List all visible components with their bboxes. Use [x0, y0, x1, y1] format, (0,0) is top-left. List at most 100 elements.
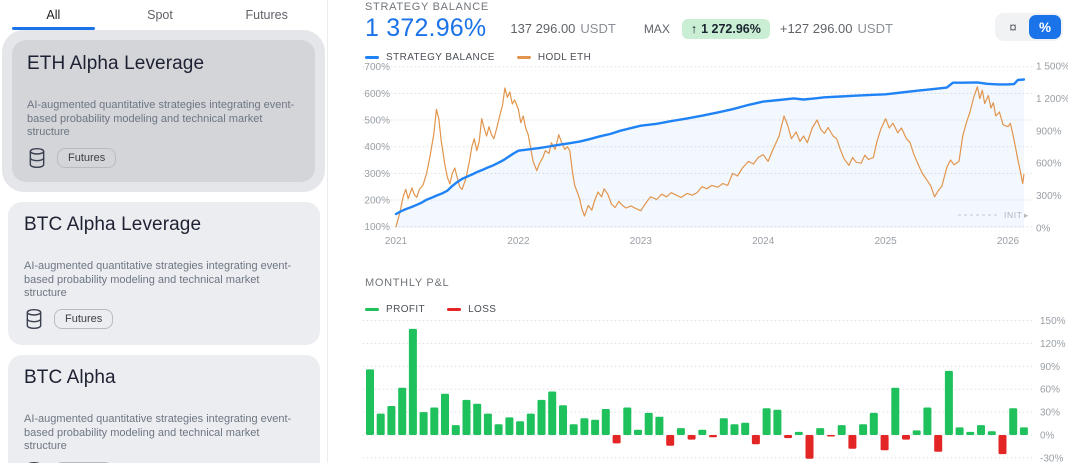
max-return-badge: ↑ 1 272.96%	[681, 18, 770, 39]
left-axis-tick: 300%	[364, 169, 390, 180]
legend-loss: LOSS	[447, 304, 496, 315]
pnl-bar	[376, 413, 385, 435]
tab-spot[interactable]: Spot	[147, 8, 173, 22]
x-axis-tick: 2024	[752, 236, 775, 247]
red-dash-icon	[447, 308, 462, 311]
pnl-bar	[601, 409, 610, 435]
pnl-bar	[751, 435, 760, 445]
y-axis-tick: 120%	[1040, 339, 1066, 350]
right-axis-tick: 300%	[1036, 191, 1062, 202]
tab-all[interactable]: All	[0, 0, 107, 30]
pnl-bar	[805, 435, 814, 459]
pnl-bar	[977, 425, 985, 435]
pnl-bar	[784, 435, 793, 439]
pnl-bar	[548, 391, 557, 435]
pnl-bar	[1019, 427, 1028, 435]
pnl-bar	[419, 412, 428, 435]
unit-toggle: ¤ %	[995, 13, 1063, 41]
pnl-bar	[451, 425, 460, 435]
right-axis-tick: 600%	[1036, 159, 1062, 170]
x-axis-tick: 2021	[385, 236, 408, 247]
futures-badge: Futures	[54, 308, 114, 329]
strategy-card-eth-alpha-leverage[interactable]: ETH Alpha Leverage AI-augmented quantita…	[12, 40, 315, 182]
max-delta-value: +127 296.00	[779, 21, 853, 36]
futures-badge: Futures	[57, 147, 117, 168]
pnl-bar	[741, 422, 750, 435]
init-marker-label: INIT	[1004, 210, 1022, 220]
pnl-bar	[366, 369, 374, 435]
filter-tabs: All Spot Futures	[0, 0, 320, 30]
hodl-eth-line	[395, 86, 1025, 228]
pnl-bar	[891, 387, 900, 435]
pnl-bar	[869, 412, 878, 435]
pnl-bar	[398, 387, 407, 435]
card-description: AI-augmented quantitative strategies int…	[27, 99, 295, 139]
legend-label: PROFIT	[386, 304, 426, 315]
pnl-bar	[848, 435, 857, 449]
strategy-balance-label: STRATEGY BALANCE	[365, 1, 489, 13]
card-title: BTC Alpha Leverage	[24, 214, 202, 235]
pnl-bar	[441, 393, 449, 435]
x-axis-tick: 2026	[997, 236, 1020, 247]
card-meta: Futures	[24, 308, 304, 330]
sidebar-divider	[327, 0, 328, 463]
pnl-bar	[408, 328, 417, 435]
max-delta-unit: USDT	[857, 21, 893, 36]
database-icon	[27, 147, 47, 169]
currency-toggle-button[interactable]: ¤	[997, 15, 1029, 39]
total-return-percent: 1 372.96%	[365, 14, 487, 42]
pnl-bar	[655, 416, 664, 435]
card-title: ETH Alpha Leverage	[27, 53, 205, 74]
pnl-bar	[837, 425, 846, 435]
strategy-card-btc-alpha-leverage[interactable]: BTC Alpha Leverage AI-augmented quantita…	[8, 202, 320, 345]
currency-icon: ¤	[1009, 19, 1017, 35]
pnl-bar	[762, 408, 771, 435]
card-title: BTC Alpha	[24, 367, 116, 388]
y-axis-tick: 0%	[1040, 431, 1055, 442]
card-description: AI-augmented quantitative strategies int…	[24, 413, 292, 453]
balance-unit: USDT	[580, 21, 616, 36]
database-icon	[24, 308, 44, 330]
pnl-bar	[987, 431, 996, 435]
pnl-bar	[559, 405, 567, 435]
pnl-chart-legend: PROFIT LOSS	[365, 304, 496, 315]
left-axis-tick: 500%	[364, 116, 390, 127]
pnl-bar	[923, 407, 932, 435]
pnl-bar	[676, 428, 685, 435]
max-return-percent: 1 272.96%	[701, 21, 761, 36]
legend-hodl-eth: HODL ETH	[516, 52, 592, 63]
database-icon	[24, 461, 44, 463]
blue-dash-icon	[365, 56, 379, 59]
left-axis-tick: 600%	[364, 89, 390, 100]
percent-toggle-button[interactable]: %	[1029, 15, 1061, 39]
strategy-balance-line	[394, 78, 1026, 216]
pnl-bar	[473, 403, 482, 435]
monthly-pnl-label: MONTHLY P&L	[365, 277, 450, 289]
strategy-balance-chart: 700% 600% 500% 400% 300% 200% 100% 1 500% 1 200%…	[362, 62, 1068, 247]
strategy-sidebar: All Spot Futures ETH Alpha Leverage AI-a…	[0, 0, 327, 463]
orange-dash-icon	[516, 56, 531, 59]
pnl-bar	[516, 421, 525, 435]
balance-value: 137 296.00	[510, 21, 576, 36]
pnl-bar	[709, 435, 717, 438]
strategy-card-btc-alpha[interactable]: BTC Alpha AI-augmented quantitative stra…	[8, 355, 320, 463]
up-arrow-icon: ↑	[690, 21, 698, 36]
x-axis-tick: 2023	[630, 236, 653, 247]
legend-label: LOSS	[468, 304, 497, 315]
pnl-bar	[580, 418, 589, 435]
left-axis-tick: 700%	[364, 62, 390, 73]
pnl-bar	[494, 424, 503, 435]
legend-profit: PROFIT	[365, 304, 425, 315]
selected-card-ring: ETH Alpha Leverage AI-augmented quantita…	[2, 30, 325, 192]
balance-chart-legend: STRATEGY BALANCE HODL ETH	[365, 52, 591, 63]
pnl-bar	[462, 399, 471, 435]
pnl-bar	[794, 431, 803, 435]
pnl-bar	[569, 424, 578, 435]
tab-futures[interactable]: Futures	[245, 8, 288, 22]
x-axis-tick: 2022	[507, 236, 530, 247]
right-axis-tick: 900%	[1036, 126, 1062, 137]
pnl-bar	[955, 427, 964, 435]
legend-label: HODL ETH	[537, 52, 592, 63]
left-axis-tick: 400%	[364, 142, 390, 153]
